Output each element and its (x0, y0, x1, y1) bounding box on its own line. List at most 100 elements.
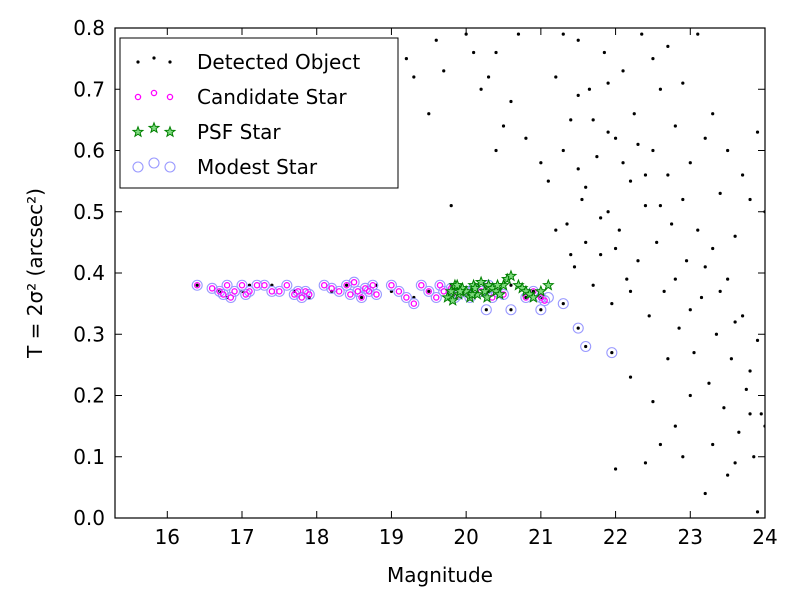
data-layer (191, 32, 765, 514)
data-point (599, 216, 603, 220)
data-point (673, 124, 677, 128)
data-point (606, 210, 610, 214)
data-point (748, 369, 752, 373)
legend-marker (150, 89, 158, 97)
data-point (658, 87, 663, 91)
data-point (703, 136, 707, 140)
data-point (369, 281, 377, 289)
data-point (440, 288, 447, 295)
series-modest-star (191, 276, 618, 359)
data-point (703, 265, 707, 269)
series-psf-star (441, 269, 555, 306)
data-point (643, 173, 648, 177)
legend-label: PSF Star (197, 120, 281, 144)
data-point (737, 430, 741, 434)
data-point (494, 50, 498, 55)
data-point (350, 278, 358, 286)
data-point (759, 412, 763, 416)
data-point (479, 87, 483, 91)
data-point (242, 291, 249, 298)
data-point (587, 87, 592, 91)
legend-label: Detected Object (197, 50, 360, 74)
data-point (711, 442, 715, 447)
data-point (542, 278, 555, 291)
data-point (748, 412, 752, 416)
x-tick-label: 24 (752, 525, 777, 549)
data-point (434, 279, 446, 291)
data-point (238, 281, 246, 289)
data-point (484, 308, 488, 312)
data-point (688, 308, 692, 312)
data-point (441, 290, 454, 303)
data-point (718, 191, 722, 195)
data-point (291, 291, 298, 298)
data-point (584, 185, 588, 189)
data-point (740, 173, 745, 177)
data-point (442, 69, 446, 73)
legend-marker (134, 93, 142, 101)
data-point (640, 32, 644, 36)
data-point (733, 234, 737, 238)
data-point (576, 326, 580, 330)
data-point (225, 291, 237, 304)
data-point (722, 406, 726, 410)
x-tick-label: 16 (155, 525, 180, 549)
data-point (400, 291, 412, 304)
data-point (576, 93, 580, 97)
data-point (493, 287, 507, 300)
data-point (216, 288, 223, 295)
x-tick-label: 22 (603, 525, 628, 549)
data-point (296, 291, 308, 304)
data-point (430, 291, 442, 304)
data-point (707, 381, 711, 385)
data-point (572, 322, 584, 334)
data-point (632, 112, 636, 116)
data-point (647, 314, 651, 318)
data-point (572, 265, 577, 269)
data-point (306, 291, 313, 298)
data-point (341, 279, 353, 291)
y-tick-label: 0.6 (73, 139, 105, 163)
data-point (367, 279, 379, 291)
data-point (613, 467, 618, 471)
data-point (527, 290, 540, 303)
data-point (446, 293, 460, 306)
data-point (359, 282, 371, 294)
data-point (546, 179, 550, 183)
data-point (236, 279, 248, 291)
data-point (345, 283, 349, 287)
legend-marker (132, 161, 144, 173)
data-point (217, 288, 229, 300)
data-point (539, 161, 543, 165)
data-point (354, 288, 362, 295)
y-tick-label: 0.4 (73, 261, 105, 285)
y-tick-label: 0.8 (73, 16, 105, 40)
data-point (450, 278, 464, 291)
data-point (733, 461, 737, 465)
legend-item: Modest Star (132, 155, 318, 179)
data-point (453, 284, 467, 297)
data-point (666, 173, 670, 177)
data-point (658, 442, 663, 447)
x-tick-label: 23 (678, 525, 703, 549)
data-point (681, 455, 685, 459)
data-point (613, 136, 618, 140)
legend-marker (152, 56, 156, 60)
data-point (516, 32, 521, 36)
data-point (703, 491, 707, 496)
data-point (344, 288, 356, 300)
data-point (434, 38, 438, 42)
data-point (666, 44, 670, 48)
data-point (696, 228, 700, 232)
data-point (628, 375, 633, 379)
data-point (534, 284, 548, 297)
y-tick-label: 0.2 (73, 384, 105, 408)
data-point (755, 510, 760, 514)
data-point (318, 279, 330, 291)
data-point (673, 424, 677, 428)
legend-label: Candidate Star (197, 85, 347, 109)
x-tick-label: 20 (453, 525, 478, 549)
data-point (480, 290, 494, 303)
data-point (365, 288, 373, 295)
data-point (561, 302, 565, 306)
